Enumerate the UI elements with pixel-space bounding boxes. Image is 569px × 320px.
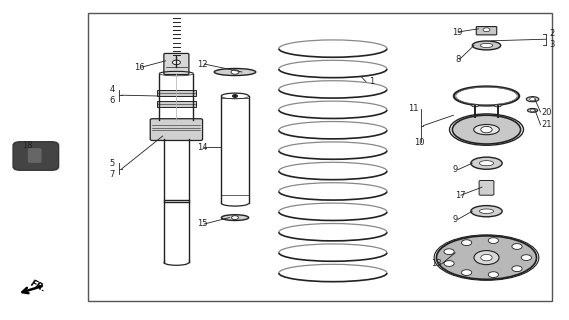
Ellipse shape: [452, 115, 521, 144]
Circle shape: [488, 238, 498, 244]
Ellipse shape: [479, 161, 493, 166]
Text: 12: 12: [197, 60, 208, 68]
Circle shape: [481, 126, 492, 133]
Circle shape: [231, 70, 239, 74]
Circle shape: [530, 98, 535, 101]
Ellipse shape: [221, 215, 249, 220]
Text: 17: 17: [455, 191, 466, 200]
FancyBboxPatch shape: [28, 148, 42, 163]
FancyBboxPatch shape: [476, 27, 497, 35]
Text: 15: 15: [197, 220, 208, 228]
Circle shape: [233, 95, 237, 97]
Ellipse shape: [480, 44, 493, 48]
Ellipse shape: [473, 124, 500, 135]
Ellipse shape: [471, 157, 502, 169]
Circle shape: [444, 249, 454, 255]
Ellipse shape: [214, 68, 255, 76]
Ellipse shape: [479, 209, 493, 213]
Circle shape: [461, 270, 472, 276]
Circle shape: [512, 244, 522, 249]
Bar: [88, 13, 552, 301]
FancyBboxPatch shape: [157, 90, 196, 96]
Circle shape: [444, 260, 454, 266]
Text: FR.: FR.: [28, 278, 47, 294]
FancyBboxPatch shape: [157, 101, 196, 107]
Text: 4: 4: [109, 85, 114, 94]
Text: 2: 2: [549, 29, 554, 38]
Text: 9: 9: [452, 165, 457, 174]
Circle shape: [474, 251, 499, 265]
Ellipse shape: [472, 104, 479, 107]
Circle shape: [488, 272, 498, 277]
Circle shape: [232, 216, 238, 220]
Circle shape: [172, 60, 180, 65]
Ellipse shape: [527, 108, 538, 112]
Text: 3: 3: [549, 40, 554, 49]
Text: 7: 7: [109, 170, 114, 179]
FancyBboxPatch shape: [164, 53, 189, 75]
Text: 5: 5: [109, 159, 114, 168]
Text: 16: 16: [134, 63, 145, 72]
Text: 6: 6: [109, 96, 114, 105]
Circle shape: [512, 266, 522, 272]
FancyBboxPatch shape: [13, 142, 59, 170]
Text: 20: 20: [542, 108, 552, 116]
Circle shape: [483, 28, 490, 32]
Text: 1: 1: [369, 77, 374, 86]
Circle shape: [521, 255, 531, 260]
Text: 10: 10: [414, 138, 424, 147]
Ellipse shape: [471, 206, 502, 217]
Text: 9: 9: [452, 215, 457, 224]
Text: 13: 13: [431, 260, 442, 268]
Text: 19: 19: [452, 28, 463, 36]
Ellipse shape: [472, 41, 501, 50]
Ellipse shape: [526, 97, 539, 102]
FancyBboxPatch shape: [150, 119, 203, 140]
Ellipse shape: [436, 236, 537, 279]
Ellipse shape: [494, 104, 501, 107]
Text: 8: 8: [455, 55, 460, 64]
Text: 21: 21: [542, 120, 552, 129]
Circle shape: [530, 109, 535, 112]
FancyBboxPatch shape: [479, 180, 494, 195]
Text: 18: 18: [22, 141, 32, 150]
Text: 14: 14: [197, 143, 208, 152]
Text: 11: 11: [409, 104, 419, 113]
Circle shape: [461, 240, 472, 245]
Circle shape: [481, 254, 492, 261]
